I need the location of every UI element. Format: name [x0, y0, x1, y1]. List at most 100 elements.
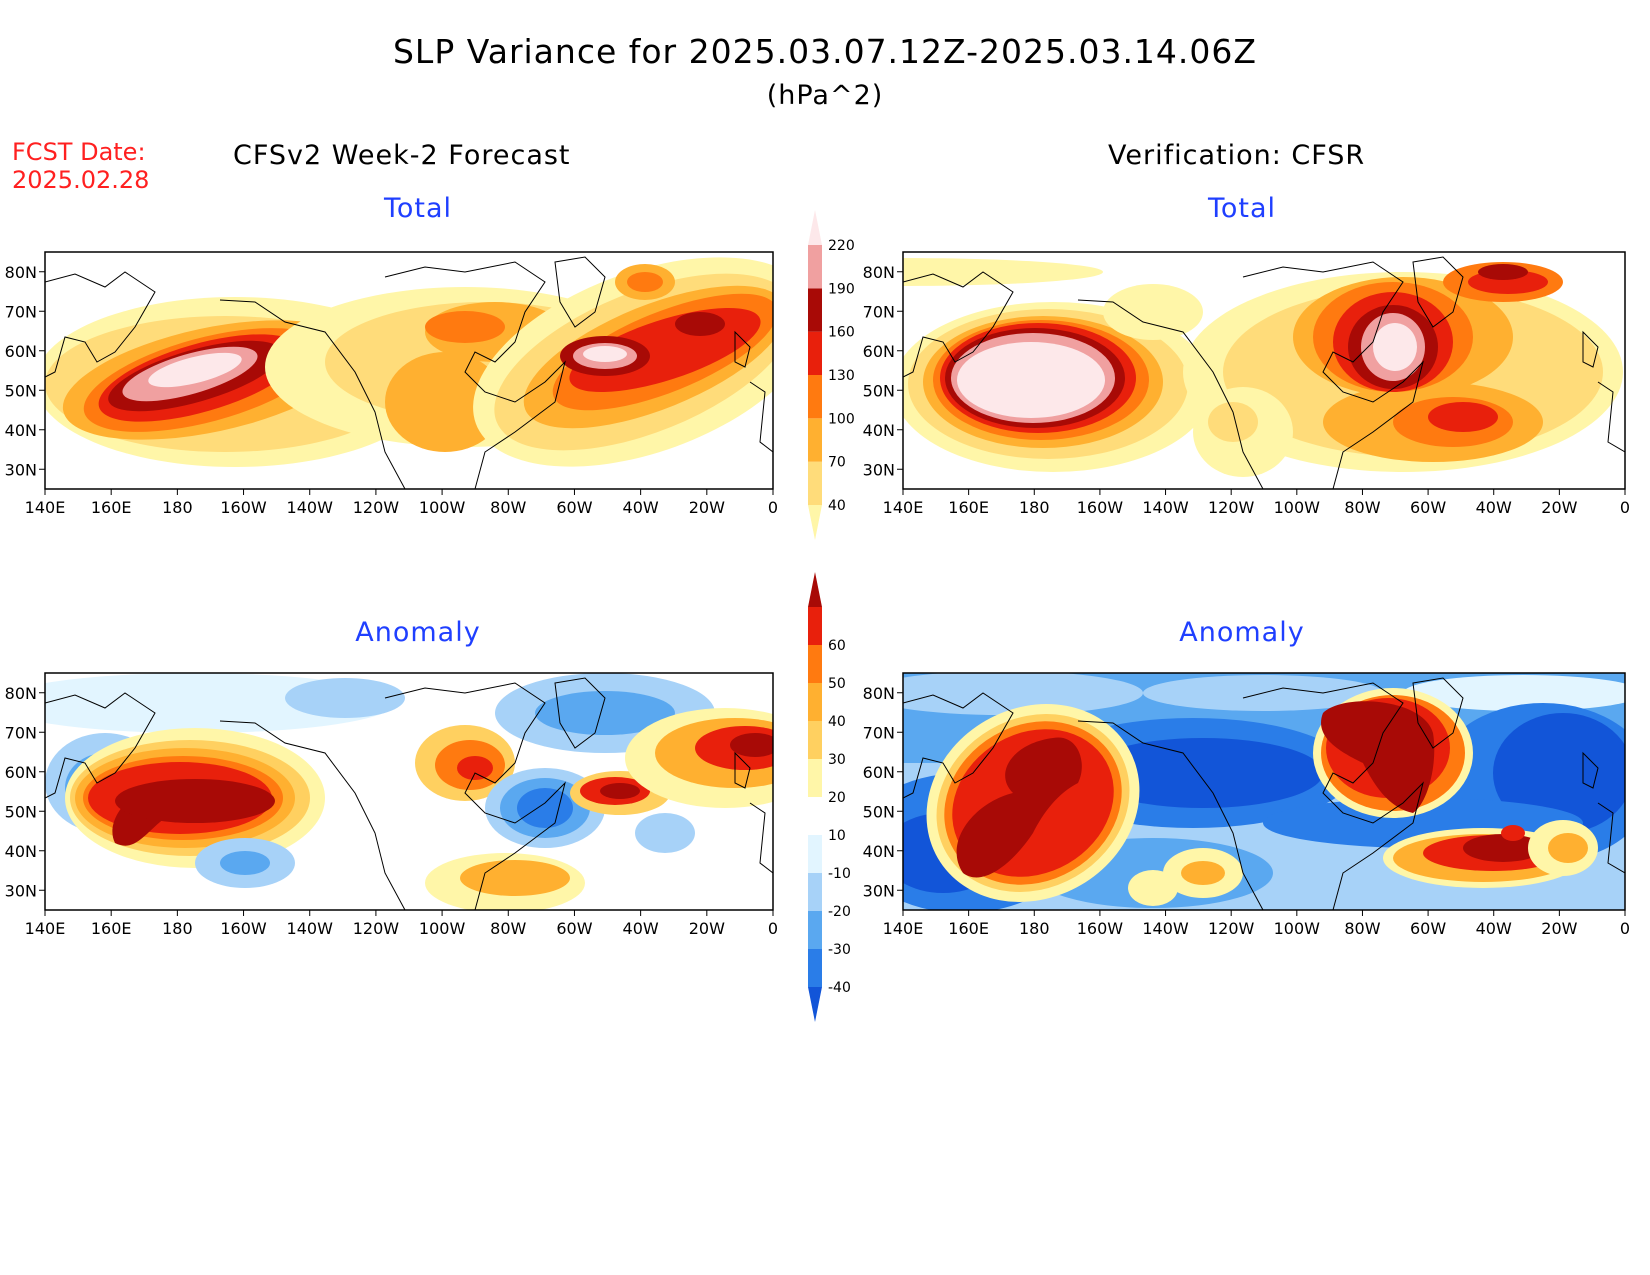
forecast-anomaly-map: 140E 160E 180 160W 140W 120W 100W 80W 60W 40W 20W 0…	[5, 672, 778, 938]
lon-tick-label: 160E	[91, 919, 132, 938]
lon-tick-label: 80W	[490, 498, 526, 517]
lon-tick-label: 160W	[1077, 919, 1124, 938]
forecast-total-title: Total	[383, 193, 453, 224]
lon-tick-label: 100W	[419, 919, 466, 938]
colorbar-label: -30	[828, 942, 851, 958]
coastline	[903, 256, 1625, 489]
lat-tick-label: 70N	[863, 723, 895, 742]
colorbar-label: 40	[828, 714, 846, 730]
coastline	[45, 256, 773, 489]
lon-tick-label: 180	[1019, 498, 1050, 517]
lon-tick-label: 80W	[1344, 919, 1380, 938]
lat-tick-label: 60N	[863, 342, 895, 361]
lat-tick-label: 80N	[863, 684, 895, 703]
lon-tick-label: 100W	[419, 498, 466, 517]
coastline	[903, 677, 1625, 910]
colorbar-label: 160	[828, 325, 855, 341]
lat-tick-label: 50N	[5, 802, 37, 821]
lon-tick-label: 20W	[1541, 498, 1577, 517]
verification-total-title: Total	[1207, 193, 1277, 224]
lon-tick-label: 60W	[1410, 919, 1446, 938]
lat-tick-label: 30N	[863, 460, 895, 479]
lon-tick-label: 160E	[948, 498, 989, 517]
colorbar-swatch	[808, 331, 822, 375]
colorbar-label: 100	[828, 411, 855, 427]
lon-tick-label: 0	[1620, 919, 1630, 938]
colorbar-label: 70	[828, 455, 846, 471]
forecast-date-value: 2025.02.28	[12, 166, 150, 194]
forecast-date-label: FCST Date:	[12, 138, 146, 166]
lon-tick-label: 60W	[1410, 498, 1446, 517]
lat-tick-label: 40N	[863, 421, 895, 440]
lat-tick-label: 80N	[5, 263, 37, 282]
lon-tick-label: 80W	[490, 919, 526, 938]
lat-tick-label: 60N	[863, 763, 895, 782]
lat-tick-label: 80N	[863, 263, 895, 282]
colorbar-swatch	[808, 572, 822, 607]
colorbar-swatch	[808, 418, 822, 462]
colorbar-swatch	[808, 461, 822, 505]
lon-tick-label: 0	[768, 498, 778, 517]
lon-tick-label: 160W	[220, 498, 267, 517]
colorbar-swatch	[808, 987, 822, 1022]
map-frame	[902, 672, 1626, 911]
map-frame	[44, 672, 774, 911]
colorbar-label: 20	[828, 790, 846, 806]
colorbar-swatch	[808, 835, 822, 873]
verification-column-heading: Verification: CFSR	[1108, 140, 1366, 171]
colorbar-swatch	[808, 210, 822, 245]
colorbar-swatch	[808, 721, 822, 759]
forecast-anomaly-title: Anomaly	[355, 617, 481, 648]
lon-tick-label: 100W	[1274, 498, 1321, 517]
coastline	[45, 677, 773, 910]
colorbar-label: 40	[828, 498, 846, 514]
colorbar-label: 220	[828, 238, 855, 254]
lon-tick-label: 20W	[689, 919, 725, 938]
lon-tick-label: 180	[162, 919, 193, 938]
lon-tick-label: 140W	[1142, 919, 1189, 938]
lon-tick-label: 180	[162, 498, 193, 517]
verification-total-map: 140E 160E 180 160W 140W 120W 100W 80W 60W 40W 20W 0…	[863, 251, 1630, 517]
lat-tick-label: 70N	[5, 302, 37, 321]
map-frame	[44, 251, 774, 490]
forecast-column-heading: CFSv2 Week-2 Forecast	[233, 140, 571, 171]
anomaly-colorbar: -40 -30 -20 -10 10 20 30 40 50 60	[808, 572, 851, 1022]
total-colorbar: 40 70 100 130 160 190 220	[808, 210, 855, 540]
lat-tick-label: 30N	[863, 881, 895, 900]
forecast-date-block: FCST Date: 2025.02.28	[12, 138, 149, 194]
figure-units: (hPa^2)	[766, 80, 884, 111]
lon-tick-label: 0	[1620, 498, 1630, 517]
lat-tick-label: 70N	[5, 723, 37, 742]
lon-tick-label: 140W	[287, 919, 334, 938]
colorbar-swatch	[808, 375, 822, 419]
colorbar-label: -40	[828, 980, 851, 996]
lon-tick-label: 40W	[1476, 498, 1512, 517]
verification-anomaly-title: Anomaly	[1179, 617, 1305, 648]
lon-tick-label: 160E	[91, 498, 132, 517]
lat-tick-label: 30N	[5, 881, 37, 900]
lon-tick-label: 120W	[353, 498, 400, 517]
colorbar-swatch	[808, 759, 822, 797]
lat-tick-label: 50N	[863, 802, 895, 821]
lon-tick-label: 180	[1019, 919, 1050, 938]
lon-tick-label: 140E	[25, 498, 66, 517]
lat-tick-label: 60N	[5, 763, 37, 782]
lat-tick-label: 40N	[5, 421, 37, 440]
lat-tick-label: 40N	[5, 842, 37, 861]
lon-tick-label: 60W	[556, 919, 592, 938]
lon-tick-label: 120W	[1208, 919, 1255, 938]
colorbar-swatch	[808, 949, 822, 987]
colorbar-swatch	[808, 288, 822, 332]
colorbar-label: -20	[828, 904, 851, 920]
lat-tick-label: 80N	[5, 684, 37, 703]
colorbar-swatch	[808, 607, 822, 645]
colorbar-swatch	[808, 873, 822, 911]
lon-tick-label: 120W	[1208, 498, 1255, 517]
colorbar-swatch	[808, 245, 822, 289]
lon-tick-label: 140E	[883, 498, 924, 517]
lat-tick-label: 40N	[863, 842, 895, 861]
figure-title: SLP Variance for 2025.03.07.12Z-2025.03.…	[392, 32, 1258, 71]
forecast-total-map: 140E 160E 180 160W 140W 120W 100W 80W 60W 40W 20W 0…	[5, 251, 778, 517]
lon-tick-label: 160W	[220, 919, 267, 938]
colorbar-swatch	[808, 683, 822, 721]
